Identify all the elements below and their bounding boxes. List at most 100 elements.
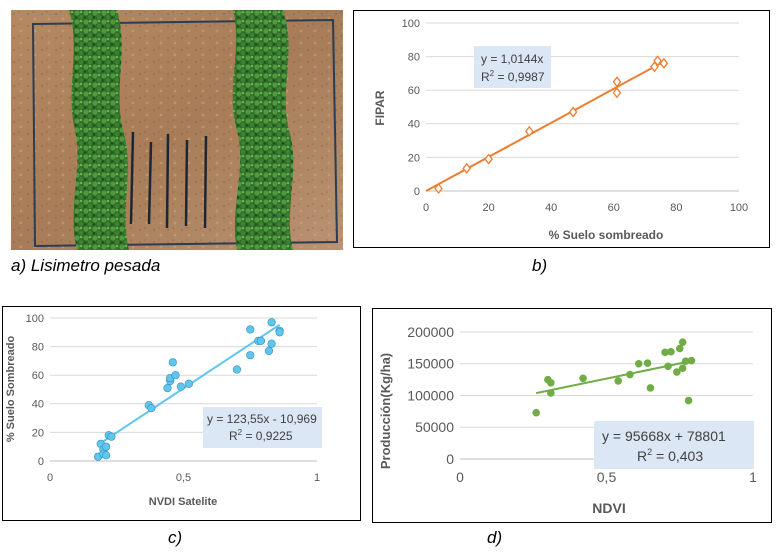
x-tick-label-b: 60	[608, 202, 620, 214]
y-tick-label-c: 20	[32, 427, 44, 439]
data-point-c	[275, 328, 284, 337]
data-point-d	[664, 362, 672, 371]
y-tick-label-c: 100	[26, 313, 44, 325]
annotation-box-b	[474, 46, 551, 88]
annotation-box-c	[203, 407, 322, 448]
data-point-b	[462, 162, 472, 174]
x-tick-label-b: 40	[545, 202, 557, 214]
x-tick-label-b: 20	[482, 202, 494, 214]
data-point-d	[678, 338, 687, 346]
data-point-c	[184, 379, 193, 388]
r2-c: R2 = 0,9225	[229, 428, 293, 443]
caption-c: c)	[168, 528, 183, 547]
y-tick-label-c: 80	[32, 341, 44, 353]
x-tick-label-d: 1	[749, 469, 757, 485]
x-tick-label-c: 1	[314, 472, 320, 484]
chart-c: y = 123,55x - 10,969 R2 = 0,9225 NVDI Sa…	[5, 313, 322, 508]
r2-b: R2 = 0,9987	[481, 69, 545, 84]
data-point-c	[171, 371, 180, 380]
data-point-d	[634, 359, 643, 368]
data-point-b	[653, 55, 662, 67]
chart-c-panel: y = 123,55x - 10,969 R2 = 0,9225 NVDI Sa…	[2, 306, 361, 521]
y-tick-label-c: 40	[32, 399, 44, 411]
data-point-c	[232, 365, 241, 374]
y-tick-label-b: 0	[414, 186, 420, 198]
y-axis-label-b: FIPAR	[373, 90, 387, 125]
y-tick-label-b: 20	[408, 152, 420, 164]
x-axis-label-c: NVDI Satelite	[149, 496, 217, 508]
r2-d: R2 = 0,403	[637, 447, 703, 464]
data-point-b	[612, 87, 622, 99]
caption-d: d)	[487, 528, 503, 547]
chart-d-panel: y = 95668x + 78801 R2 = 0,403 NDVI Produ…	[372, 308, 772, 523]
data-point-d	[667, 347, 675, 356]
x-axis-label-d: NDVI	[592, 500, 625, 516]
data-point-d	[684, 396, 693, 405]
data-point-d	[678, 364, 687, 372]
data-point-d	[646, 384, 655, 392]
caption-b: b)	[532, 256, 548, 275]
y-tick-label-b: 60	[408, 85, 420, 97]
data-point-d	[626, 370, 634, 379]
data-point-c	[246, 325, 255, 334]
equation-b: y = 1,0144x	[481, 52, 543, 66]
data-point-d	[681, 357, 690, 366]
data-point-c	[176, 382, 185, 391]
data-point-c	[101, 442, 111, 451]
chart-d: y = 95668x + 78801 R2 = 0,403 NDVI Produ…	[378, 324, 757, 516]
data-point-b	[612, 76, 622, 88]
annotation-box-d	[594, 421, 754, 469]
data-point-d	[643, 359, 652, 367]
data-point-b	[568, 106, 578, 118]
data-point-d	[673, 368, 681, 376]
chart-b-panel: y = 1,0144x R2 = 0,9987 % Suelo sombread…	[353, 10, 770, 248]
data-point-b	[659, 57, 669, 69]
data-point-d	[579, 374, 587, 383]
data-point-c	[256, 336, 266, 345]
data-point-c	[168, 358, 177, 367]
data-point-d	[675, 344, 684, 353]
x-tick-label-b: 80	[670, 202, 682, 214]
equation-d: y = 95668x + 78801	[602, 428, 726, 444]
data-point-c	[147, 403, 156, 413]
data-point-d	[532, 408, 540, 417]
data-point-b	[484, 153, 493, 165]
y-axis-label-c: % Suelo Sombreado	[5, 336, 17, 443]
data-point-d	[547, 389, 555, 397]
x-tick-label-b: 100	[730, 202, 748, 214]
data-point-c	[264, 346, 274, 355]
data-point-c	[101, 451, 111, 460]
y-tick-label-c: 0	[38, 456, 44, 468]
data-point-c	[267, 318, 276, 327]
data-point-c	[107, 432, 116, 441]
x-tick-label-c: 0	[47, 472, 53, 484]
caption-a: a) Lisimetro pesada	[11, 256, 161, 275]
x-tick-label-d: 0	[456, 469, 464, 485]
x-axis-label-b: % Suelo sombreado	[549, 228, 664, 242]
data-point-b	[434, 182, 443, 195]
equation-c: y = 123,55x - 10,969	[207, 412, 317, 426]
y-tick-label-b: 80	[408, 51, 420, 63]
y-tick-label-b: 40	[408, 119, 420, 131]
y-tick-label-d: 0	[446, 451, 454, 467]
lysimeter-photo	[11, 10, 343, 250]
y-tick-label-d: 50000	[415, 419, 454, 435]
data-point-b	[524, 125, 534, 137]
x-tick-label-c: 0,5	[176, 472, 191, 484]
data-point-c	[267, 339, 276, 348]
data-point-d	[547, 379, 555, 387]
y-tick-label-d: 200000	[407, 324, 454, 340]
x-tick-label-d: 0,5	[597, 469, 617, 485]
y-axis-label-d: Producción(Kg/ha)	[378, 353, 393, 469]
data-point-d	[687, 356, 696, 365]
data-point-c	[163, 383, 172, 393]
y-tick-label-d: 150000	[407, 356, 454, 372]
data-point-d	[661, 348, 669, 357]
chart-b: y = 1,0144x R2 = 0,9987 % Suelo sombread…	[373, 18, 748, 242]
data-point-d	[614, 377, 623, 385]
y-tick-label-c: 60	[32, 370, 44, 382]
y-tick-label-b: 100	[402, 18, 420, 30]
lysimeter-field-photo-icon	[11, 10, 343, 250]
y-tick-label-d: 100000	[407, 387, 454, 403]
data-point-c	[246, 351, 255, 360]
